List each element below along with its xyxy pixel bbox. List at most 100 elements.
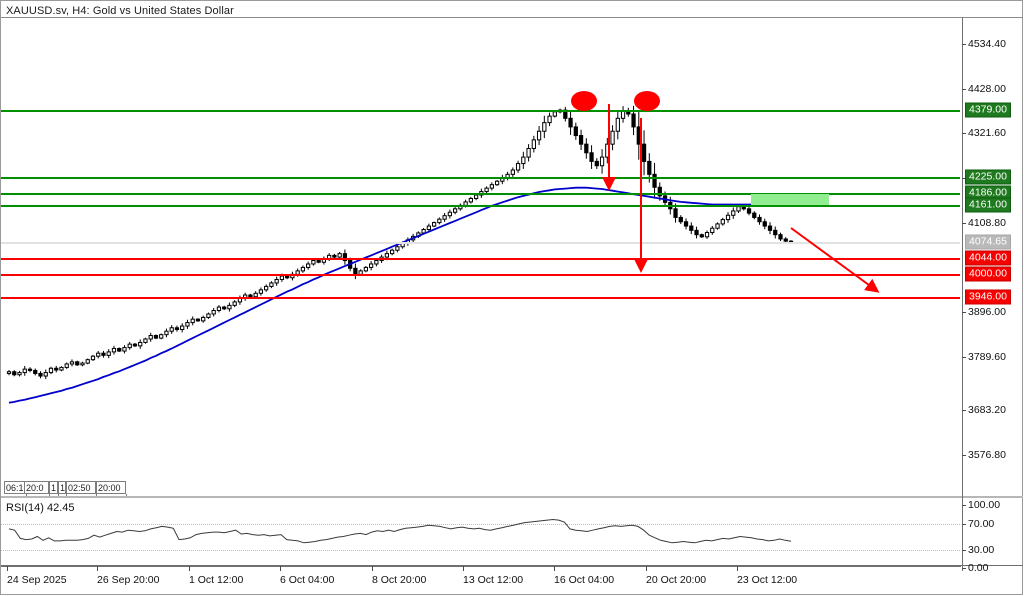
current-price-line <box>1 242 960 244</box>
rsi-axis-tick <box>962 505 966 506</box>
candle-bullish <box>59 366 64 371</box>
candle-bearish <box>783 238 788 242</box>
candle-bearish <box>101 352 106 356</box>
candle-bearish <box>153 335 159 339</box>
scale-label-box[interactable]: 20:0 <box>24 481 49 494</box>
time-axis-label: 1 Oct 12:00 <box>189 574 244 586</box>
time-tick <box>372 566 373 571</box>
candle-bullish <box>489 184 494 189</box>
candle-bullish <box>531 139 536 149</box>
resistance-line-4161[interactable] <box>1 205 960 207</box>
candle-bullish <box>169 327 174 332</box>
candle-bullish <box>363 266 369 272</box>
axis-tick <box>962 357 966 358</box>
candle-bullish <box>494 180 500 186</box>
candle-bullish <box>164 330 169 336</box>
candle-bearish <box>631 113 636 128</box>
candle-bullish <box>731 210 736 216</box>
candle-bullish <box>715 223 720 229</box>
rejection-marker-1[interactable] <box>571 91 597 111</box>
candle-bearish <box>752 212 757 218</box>
candle-bullish <box>22 368 27 374</box>
candle-bearish <box>641 143 647 162</box>
candle-bullish <box>64 363 69 368</box>
candle-bearish <box>673 208 678 218</box>
demand-zone[interactable] <box>751 194 829 205</box>
candle-bullish <box>211 310 216 315</box>
candle-bullish <box>542 122 547 132</box>
axis-tick <box>962 178 966 179</box>
rejection-marker-2[interactable] <box>634 91 660 111</box>
candle-bullish <box>521 156 526 165</box>
candle-bearish <box>773 229 778 236</box>
price-tag-4074-65[interactable]: 4074.65 <box>965 234 1011 250</box>
candle-bullish <box>127 343 132 349</box>
resistance-line-4379[interactable] <box>1 110 960 112</box>
scale-label-box[interactable]: 06:1 <box>4 481 26 494</box>
candle-bullish <box>510 169 515 175</box>
candle-bullish <box>274 278 279 284</box>
candle-bullish <box>704 232 710 238</box>
candle-bearish <box>132 343 138 347</box>
rsi-indicator-label: RSI(14) 42.45 <box>6 502 75 514</box>
candle-bullish <box>547 115 552 124</box>
annotation-overlay[interactable] <box>1 18 960 491</box>
price-tag-4161-00[interactable]: 4161.00 <box>965 197 1011 213</box>
rsi-pane[interactable]: RSI(14) 42.45 <box>1 500 960 565</box>
rsi-line <box>8 518 792 544</box>
candle-bullish <box>515 163 521 171</box>
rsi-axis-tick-label: 70.00 <box>968 518 995 530</box>
candle-bearish <box>117 347 122 352</box>
price-tag-3946-00[interactable]: 3946.00 <box>965 289 1011 305</box>
resistance-line-4186[interactable] <box>1 193 960 195</box>
support-line-4044[interactable] <box>1 258 960 260</box>
candle-bearish <box>27 368 33 371</box>
candle-bullish <box>264 285 269 291</box>
bearish-projection-arrow[interactable] <box>790 227 880 293</box>
candle-bearish <box>589 152 594 162</box>
time-tick <box>463 566 464 571</box>
candle-bullish <box>185 322 190 327</box>
support-line-4000[interactable] <box>1 274 960 276</box>
scale-label-box[interactable]: 20:00 <box>96 481 126 494</box>
candle-bullish <box>17 372 22 376</box>
scale-label-box[interactable]: 1 <box>58 481 66 494</box>
candle-bearish <box>54 367 59 371</box>
candle-bullish <box>232 301 237 306</box>
price-axis[interactable]: 4534.404428.004321.604215.204108.803896.… <box>962 18 1024 578</box>
axis-tick-label: 4428.00 <box>968 83 1006 95</box>
candle-bullish <box>69 361 75 365</box>
candle-bearish <box>678 216 683 223</box>
time-tick <box>646 566 647 571</box>
candlestick-series <box>6 105 794 404</box>
price-tag-4225-00[interactable]: 4225.00 <box>965 169 1011 185</box>
candle-bullish <box>258 289 264 294</box>
support-line-3946[interactable] <box>1 297 960 299</box>
candle-bearish <box>699 234 704 238</box>
candle-bullish <box>216 306 222 312</box>
candle-bullish <box>148 335 153 340</box>
candle-bullish <box>106 351 111 356</box>
time-axis[interactable]: 24 Sep 2025 26 Sep 20:00 1 Oct 12:00 6 Oct … <box>1 566 1023 595</box>
price-chart-pane[interactable] <box>1 18 960 491</box>
candle-bullish <box>431 222 437 227</box>
candle-bullish <box>599 156 605 167</box>
candle-bullish <box>6 371 12 374</box>
candle-bearish <box>689 225 694 231</box>
price-tag-4379-00[interactable]: 4379.00 <box>965 102 1011 118</box>
price-tag-4000-00[interactable]: 4000.00 <box>965 266 1011 282</box>
candle-bullish <box>426 225 431 231</box>
time-axis-label: 8 Oct 20:00 <box>372 574 427 586</box>
time-tick <box>97 566 98 571</box>
time-tick <box>554 566 555 571</box>
time-axis-line <box>1 566 961 567</box>
axis-tick <box>962 312 966 313</box>
resistance-line-4225[interactable] <box>1 177 960 179</box>
scale-label-box[interactable]: 1 <box>49 481 58 494</box>
candle-bearish <box>285 275 290 279</box>
scale-label-box[interactable]: 02:50 <box>66 481 96 494</box>
time-tick <box>737 566 738 571</box>
price-tag-4044-00[interactable]: 4044.00 <box>965 250 1011 266</box>
